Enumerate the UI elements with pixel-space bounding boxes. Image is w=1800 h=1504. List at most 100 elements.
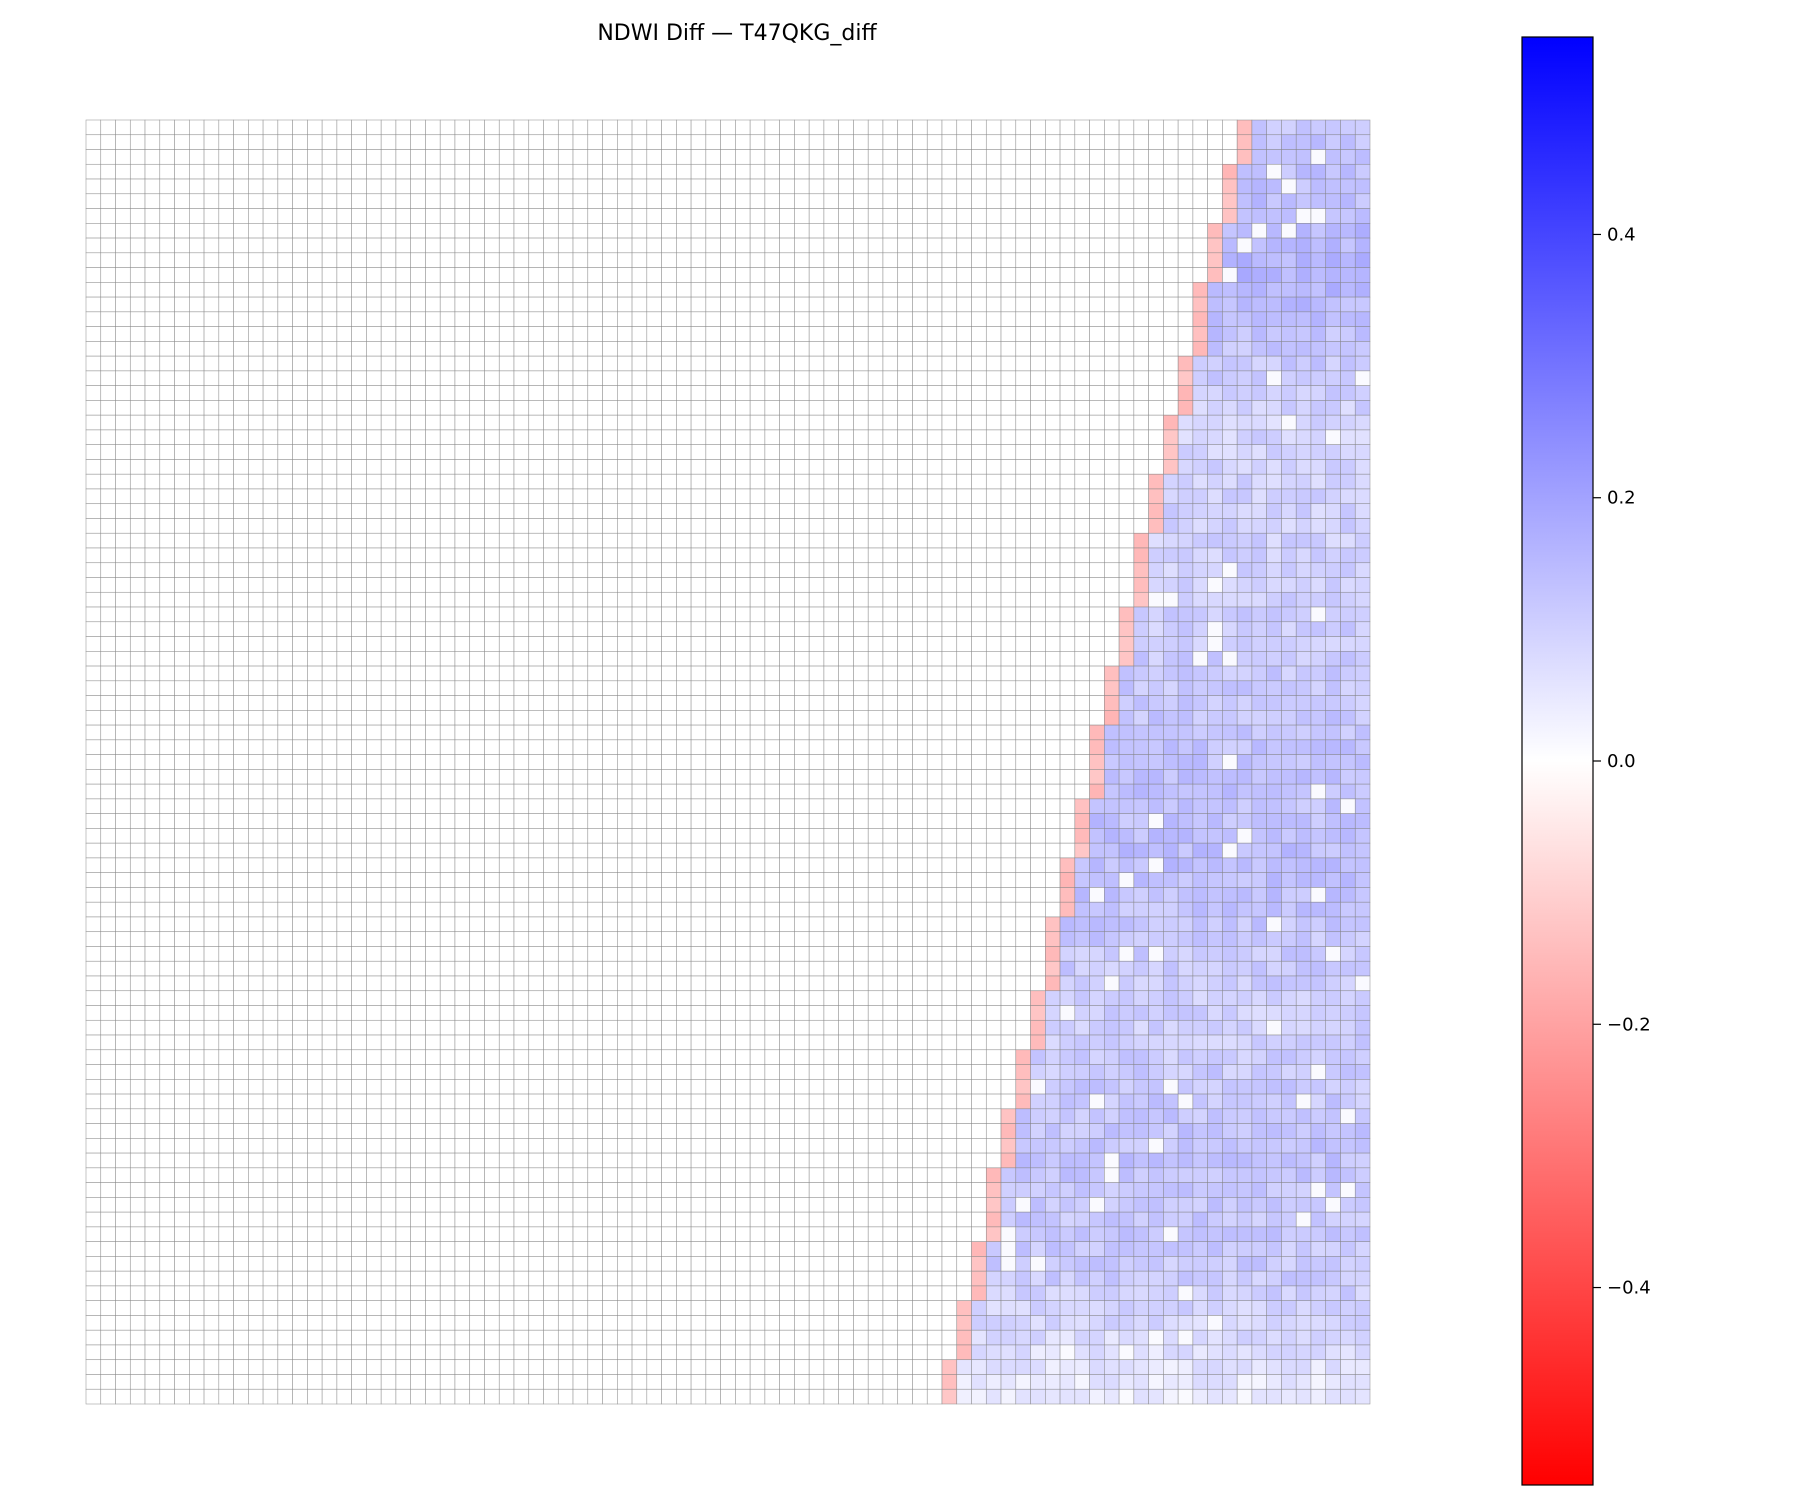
heatmap-cell: [1133, 296, 1149, 313]
heatmap-cell: [882, 400, 899, 416]
heatmap-cell: [189, 355, 205, 372]
heatmap-cell: [572, 518, 589, 534]
heatmap-cell: [926, 223, 943, 239]
heatmap-cell: [528, 311, 544, 327]
heatmap-cell: [1030, 237, 1046, 254]
heatmap-cell: [292, 532, 308, 549]
heatmap-cell: [1251, 370, 1267, 386]
heatmap-cell: [100, 444, 116, 460]
heatmap-cell: [248, 444, 264, 460]
heatmap-cell: [498, 916, 515, 933]
heatmap-cell: [572, 665, 589, 682]
heatmap-cell: [1295, 532, 1312, 549]
heatmap-cell: [543, 547, 559, 564]
heatmap-cell: [469, 267, 485, 283]
heatmap-cell: [484, 193, 500, 209]
heatmap-cell: [838, 282, 854, 298]
heatmap-cell: [410, 783, 426, 800]
heatmap-cell: [1340, 695, 1356, 711]
heatmap-cell: [513, 651, 530, 667]
heatmap-cell: [557, 385, 574, 401]
heatmap-cell: [1266, 267, 1282, 283]
heatmap-cell: [971, 193, 987, 209]
heatmap-cell: [410, 267, 426, 283]
heatmap-cell: [100, 591, 116, 608]
heatmap-cell: [1059, 119, 1076, 136]
heatmap-cell: [336, 400, 352, 416]
heatmap-cell: [823, 518, 839, 534]
heatmap-cell: [882, 547, 899, 564]
heatmap-cell: [189, 193, 205, 209]
heatmap-cell: [277, 946, 293, 962]
heatmap-cell: [1222, 193, 1238, 209]
heatmap-cell: [1266, 901, 1282, 918]
heatmap-cell: [498, 901, 515, 918]
heatmap-cell: [867, 429, 884, 445]
heatmap-cell: [1015, 606, 1031, 623]
heatmap-cell: [1045, 311, 1061, 327]
heatmap-cell: [366, 960, 382, 977]
heatmap-cell: [1310, 695, 1327, 711]
heatmap-cell: [985, 931, 1002, 947]
heatmap-cell: [1045, 414, 1061, 431]
heatmap-cell: [484, 429, 500, 445]
heatmap-cell: [1133, 931, 1149, 947]
heatmap-cell: [484, 163, 500, 180]
heatmap-cell: [1148, 488, 1164, 505]
heatmap-cell: [189, 798, 205, 814]
heatmap-cell: [1148, 414, 1164, 431]
heatmap-cell: [1045, 857, 1061, 873]
heatmap-cell: [1281, 341, 1297, 357]
heatmap-cell: [749, 828, 766, 844]
heatmap-cell: [676, 149, 692, 165]
heatmap-cell: [189, 414, 205, 431]
heatmap-cell: [1000, 341, 1017, 357]
heatmap-cell: [749, 739, 766, 755]
heatmap-cell: [1281, 621, 1297, 637]
heatmap-cell: [307, 651, 323, 667]
heatmap-cell: [1030, 901, 1046, 918]
heatmap-cell: [705, 710, 721, 726]
heatmap-cell: [867, 518, 884, 534]
heatmap-cell: [823, 857, 839, 873]
heatmap-cell: [1163, 282, 1179, 298]
heatmap-cell: [366, 414, 382, 431]
heatmap-cell: [1030, 651, 1046, 667]
heatmap-cell: [587, 532, 603, 549]
heatmap-cell: [292, 813, 308, 829]
heatmap-cell: [366, 429, 382, 445]
heatmap-cell: [838, 828, 854, 844]
heatmap-cell: [513, 252, 530, 268]
heatmap-cell: [115, 606, 131, 623]
heatmap-cell: [144, 798, 161, 814]
heatmap-cell: [277, 710, 293, 726]
heatmap-cell: [808, 296, 825, 313]
heatmap-cell: [174, 636, 190, 652]
heatmap-cell: [1059, 842, 1076, 859]
heatmap-cell: [410, 739, 426, 755]
heatmap-cell: [395, 769, 411, 785]
heatmap-cell: [587, 429, 603, 445]
heatmap-cell: [292, 518, 308, 534]
heatmap-cell: [1207, 119, 1223, 136]
heatmap-cell: [115, 783, 131, 800]
heatmap-cell: [410, 591, 426, 608]
heatmap-cell: [248, 591, 264, 608]
heatmap-cell: [735, 798, 751, 814]
heatmap-cell: [1207, 946, 1223, 962]
heatmap-cell: [985, 223, 1002, 239]
heatmap-cell: [115, 385, 131, 401]
heatmap-cell: [617, 488, 633, 505]
heatmap-cell: [189, 252, 205, 268]
heatmap-cell: [218, 887, 234, 903]
heatmap-cell: [1030, 842, 1046, 859]
heatmap-cell: [129, 163, 146, 180]
heatmap-cell: [1059, 739, 1076, 755]
heatmap-cell: [926, 119, 943, 136]
heatmap-cell: [528, 400, 544, 416]
heatmap-cell: [897, 282, 913, 298]
heatmap-cell: [1177, 946, 1194, 962]
heatmap-cell: [853, 119, 869, 136]
heatmap-cell: [1074, 311, 1090, 327]
heatmap-cell: [646, 385, 662, 401]
